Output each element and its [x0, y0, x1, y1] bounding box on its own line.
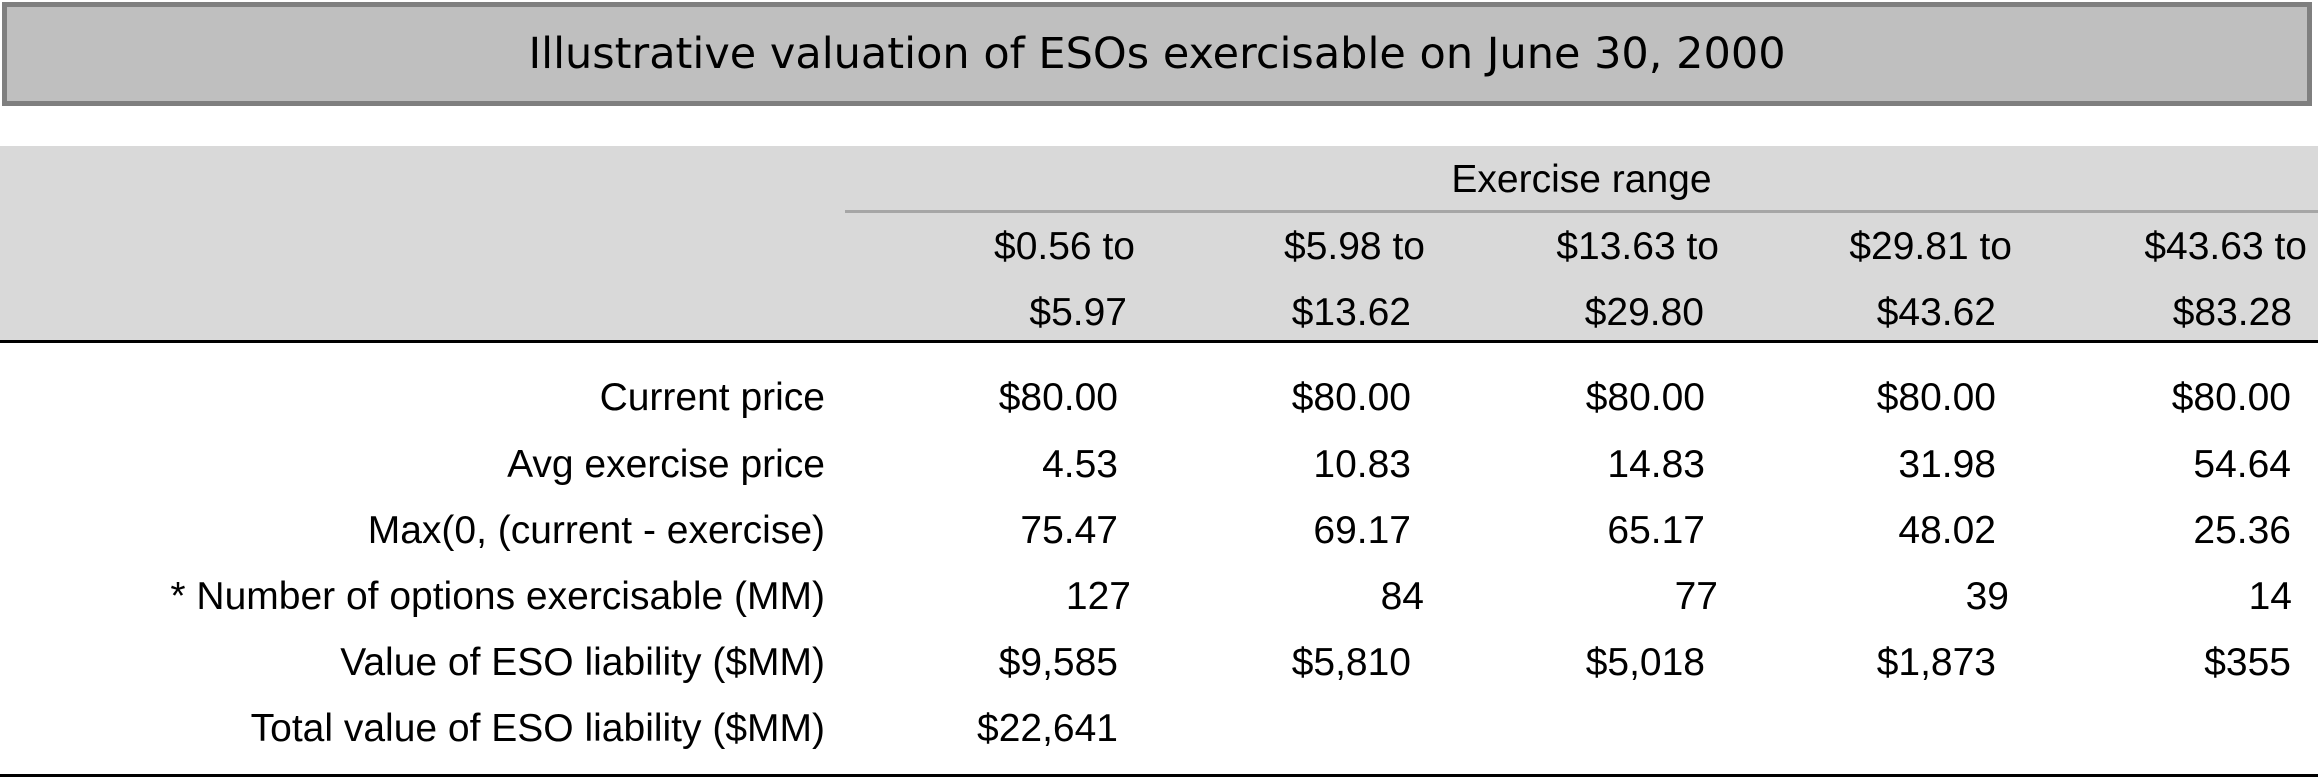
table-cell: $80.00 [2171, 376, 2291, 419]
table-cell: 65.17 [1607, 509, 1705, 552]
row-label-eso-liability: Value of ESO liability ($MM) [340, 641, 825, 684]
table-cell: 69.17 [1313, 509, 1411, 552]
table-cell: $80.00 [1585, 376, 1705, 419]
header-rule [0, 340, 2318, 343]
column-header-2-line2: $13.62 [1291, 291, 1411, 334]
table-cell: 77 [1674, 575, 1718, 618]
column-header-4-line1: $29.81 to [1849, 225, 2012, 268]
table-cell: 4.53 [1042, 443, 1118, 486]
column-header-5-line1: $43.63 to [2144, 225, 2307, 268]
column-header-1-line2: $5.97 [1029, 291, 1127, 334]
table-cell: 10.83 [1313, 443, 1411, 486]
column-header-3-line1: $13.63 to [1556, 225, 1719, 268]
row-label-current-price: Current price [599, 376, 825, 419]
table-cell: 31.98 [1898, 443, 1996, 486]
table-bottom-rule [0, 774, 2318, 777]
table-cell: $1,873 [1876, 641, 1996, 684]
table-cell: 127 [1065, 575, 1131, 618]
table-cell: $355 [2204, 641, 2291, 684]
column-header-5-line2: $83.28 [2172, 291, 2292, 334]
table-cell: 48.02 [1898, 509, 1996, 552]
table-cell: $9,585 [998, 641, 1118, 684]
column-header-2-line1: $5.98 to [1284, 225, 1425, 268]
table-cell: 54.64 [2193, 443, 2291, 486]
row-label-total-eso-liability: Total value of ESO liability ($MM) [250, 707, 825, 750]
row-label-options-exercisable: * Number of options exercisable (MM) [170, 575, 825, 618]
exercise-range-divider [845, 210, 2318, 213]
table-cell: 75.47 [1020, 509, 1118, 552]
table-cell: $5,810 [1291, 641, 1411, 684]
total-value-cell: $22,641 [977, 707, 1118, 750]
title-banner: Illustrative valuation of ESOs exercisab… [2, 2, 2312, 106]
exercise-range-header: Exercise range [1451, 158, 1712, 201]
table-cell: $80.00 [998, 376, 1118, 419]
table-cell: $80.00 [1291, 376, 1411, 419]
row-label-intrinsic-value: Max(0, (current - exercise) [367, 509, 825, 552]
table-cell: 84 [1380, 575, 1424, 618]
table-cell: 14 [2248, 575, 2292, 618]
row-label-avg-exercise-price: Avg exercise price [507, 443, 825, 486]
column-header-1-line1: $0.56 to [994, 225, 1135, 268]
table-cell: 25.36 [2193, 509, 2291, 552]
table-cell: $5,018 [1585, 641, 1705, 684]
table-header-band [0, 146, 2318, 340]
table-cell: 39 [1965, 575, 2009, 618]
page-title: Illustrative valuation of ESOs exercisab… [528, 29, 1786, 79]
column-header-3-line2: $29.80 [1584, 291, 1704, 334]
table-cell: 14.83 [1607, 443, 1705, 486]
column-header-4-line2: $43.62 [1876, 291, 1996, 334]
table-cell: $80.00 [1876, 376, 1996, 419]
